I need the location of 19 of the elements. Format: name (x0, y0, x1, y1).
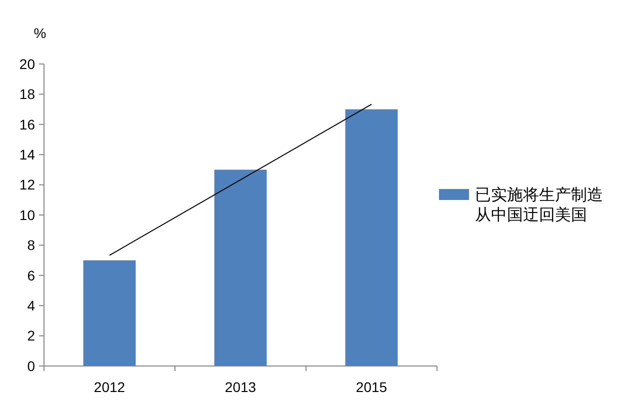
bar (345, 109, 398, 366)
y-tick-label: 4 (27, 298, 36, 314)
y-tick-label: 20 (19, 56, 36, 72)
y-tick-label: 2 (27, 328, 36, 344)
bar (83, 260, 136, 366)
y-tick-label: 14 (19, 146, 36, 162)
y-tick-label: 8 (27, 237, 36, 254)
y-tick-label: 16 (19, 116, 36, 132)
y-tick-label: 18 (19, 86, 36, 102)
x-tick-label: 2012 (94, 379, 126, 395)
x-tick-label: 2013 (224, 379, 256, 395)
y-tick-label: 10 (19, 206, 36, 223)
y-tick-label: 6 (27, 267, 36, 284)
legend-label: 已实施将生产制造从中国迂回美国 (475, 186, 603, 224)
y-tick-label: 0 (27, 358, 36, 374)
y-tick-label: 12 (19, 176, 36, 193)
y-axis-title: % (34, 25, 46, 41)
x-tick-label: 2015 (356, 379, 388, 395)
bar (214, 170, 267, 366)
